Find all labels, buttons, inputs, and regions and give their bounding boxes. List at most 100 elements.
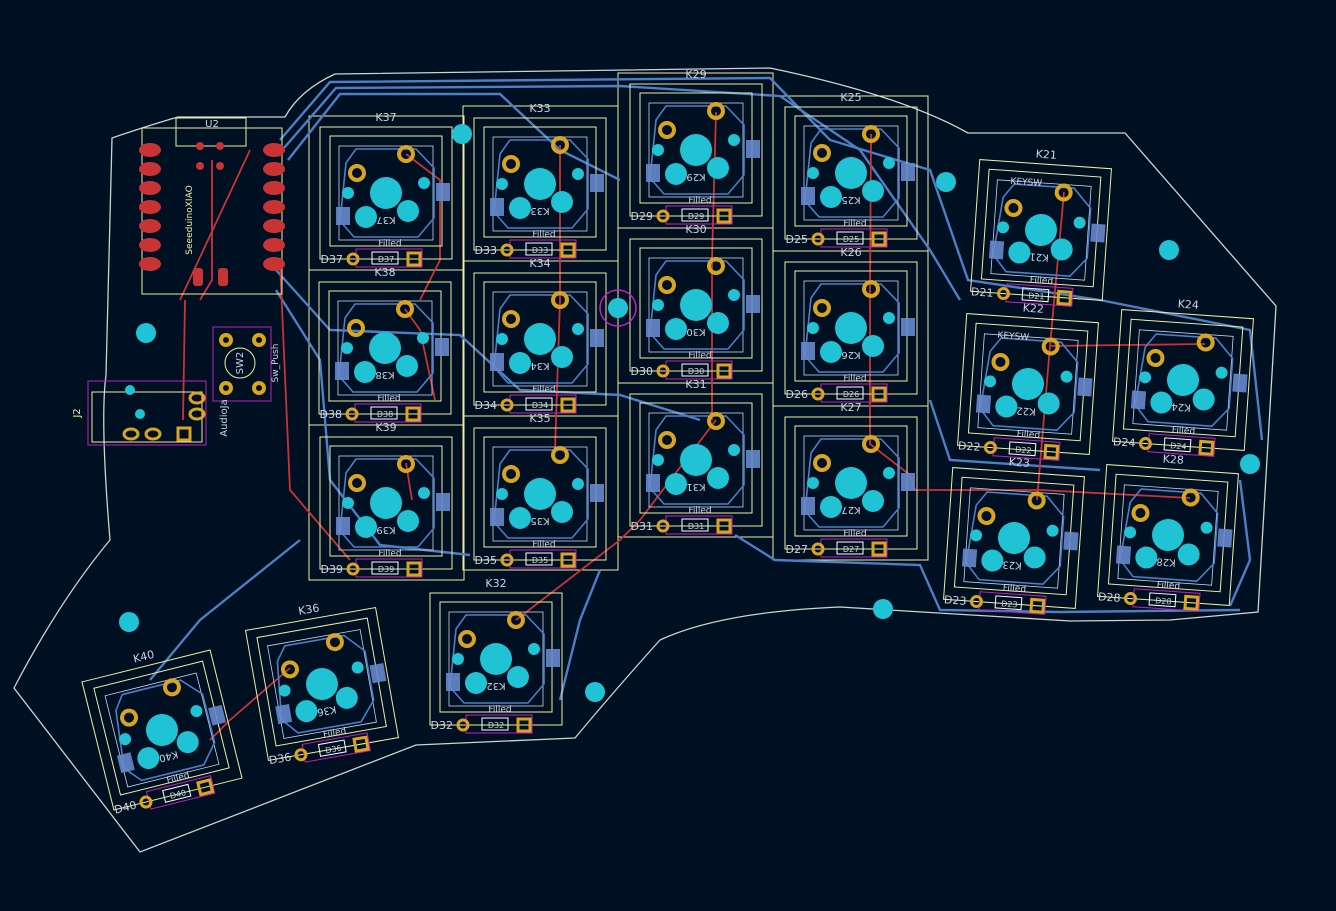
diode-pad-k[interactable] — [500, 553, 514, 567]
hotswap-pad-2[interactable] — [208, 704, 227, 726]
switch-pad-2[interactable] — [162, 678, 181, 697]
diode-d27[interactable]: D27 D27 Filled — [786, 529, 888, 558]
diode-pad-k[interactable] — [500, 398, 514, 412]
switch-pad-2[interactable] — [397, 145, 415, 163]
diode-pad-a[interactable] — [871, 386, 887, 402]
switch-k28[interactable]: K28 K28 D28 D28 Filled — [1097, 449, 1240, 614]
switch-pad-2[interactable] — [1181, 488, 1200, 507]
diode-pad-a[interactable] — [405, 406, 421, 422]
diode-pad-a[interactable] — [352, 735, 370, 753]
hotswap-pad-2[interactable] — [436, 493, 450, 511]
diode-pad-k[interactable] — [345, 407, 359, 421]
hotswap-pad-1[interactable] — [801, 497, 815, 515]
diode-pad-k[interactable] — [139, 795, 153, 809]
diode-d39[interactable]: D39 D39 Filled — [321, 549, 423, 578]
audio-jack-footprint[interactable]: J2 AudioJa — [72, 380, 230, 446]
diode-pad-k[interactable] — [656, 364, 670, 378]
switch-pad-2[interactable] — [551, 136, 569, 154]
switch-pad-1[interactable] — [347, 319, 365, 337]
hotswap-pad-2[interactable] — [1232, 373, 1248, 393]
switch-pad-2[interactable] — [396, 300, 414, 318]
hotswap-pad-1[interactable] — [446, 673, 460, 691]
switch-k31[interactable]: K31 K31 D31 D31 Filled — [629, 378, 763, 535]
diode-pad-a[interactable] — [871, 541, 887, 557]
switch-k35[interactable]: K35 K35 D35 D35 Filled — [473, 412, 607, 569]
hotswap-pad-2[interactable] — [1217, 528, 1233, 548]
switch-pad-1[interactable] — [813, 144, 831, 162]
hotswap-pad-1[interactable] — [646, 474, 660, 492]
switch-pad-1[interactable] — [1131, 504, 1150, 523]
diode-pad-k[interactable] — [456, 718, 470, 732]
switch-pad-2[interactable] — [1196, 333, 1215, 352]
hotswap-pad-1[interactable] — [801, 342, 815, 360]
diode-d24[interactable]: D24 D24 Filled — [1113, 421, 1216, 457]
diode-pad-k[interactable] — [1123, 592, 1137, 606]
hotswap-pad-2[interactable] — [901, 163, 915, 181]
switch-k38[interactable]: K38 K38 D38 D38 Filled — [318, 266, 452, 423]
diode-pad-a[interactable] — [1043, 443, 1060, 460]
switch-pad-1[interactable] — [1146, 349, 1165, 368]
switch-pad-2[interactable] — [507, 611, 525, 629]
diode-pad-k[interactable] — [811, 387, 825, 401]
hotswap-pad-2[interactable] — [901, 318, 915, 336]
switch-k32[interactable]: K32 K32 D32 D32 Filled — [429, 577, 563, 734]
hotswap-pad-2[interactable] — [901, 473, 915, 491]
hotswap-pad-1[interactable] — [801, 187, 815, 205]
switch-pad-2[interactable] — [551, 291, 569, 309]
diode-d22[interactable]: D22 D22 Filled — [958, 425, 1061, 461]
diode-pad-a[interactable] — [716, 208, 732, 224]
diode-pad-a[interactable] — [560, 397, 576, 413]
switch-k26[interactable]: K26 K26 D26 D26 Filled — [784, 246, 918, 403]
switch-pad-1[interactable] — [280, 660, 299, 679]
switch-pad-2[interactable] — [707, 102, 725, 120]
switch-pad-1[interactable] — [348, 164, 366, 182]
hotswap-pad-1[interactable] — [116, 752, 135, 774]
switch-pad-1[interactable] — [658, 276, 676, 294]
diode-d23[interactable]: D23 D23 Filled — [944, 579, 1047, 615]
hotswap-pad-2[interactable] — [436, 183, 450, 201]
hotswap-pad-2[interactable] — [746, 140, 760, 158]
switch-k27[interactable]: K27 K27 D27 D27 Filled — [784, 401, 918, 558]
diode-pad-a[interactable] — [516, 717, 532, 733]
hotswap-pad-1[interactable] — [961, 548, 978, 568]
switch-k25[interactable]: K25 K25 D25 D25 Filled — [784, 91, 918, 248]
diode-d21[interactable]: D21 D21 Filled — [971, 271, 1074, 307]
hotswap-pad-1[interactable] — [275, 704, 293, 725]
switch-pad-2[interactable] — [862, 435, 880, 453]
hotswap-pad-1[interactable] — [646, 319, 660, 337]
hotswap-pad-2[interactable] — [590, 329, 604, 347]
switch-pad-2[interactable] — [1054, 183, 1073, 202]
switch-k29[interactable]: K29 K29 D29 D29 Filled — [629, 68, 763, 225]
diode-d31[interactable]: D31 D31 Filled — [631, 506, 733, 535]
diode-pad-a[interactable] — [560, 242, 576, 258]
switch-pad-1[interactable] — [658, 431, 676, 449]
hotswap-pad-2[interactable] — [1090, 223, 1106, 243]
switch-k39[interactable]: K39 K39 D39 D39 Filled — [319, 421, 453, 578]
diode-d35[interactable]: D35 D35 Filled — [475, 540, 577, 569]
diode-pad-k[interactable] — [983, 441, 997, 455]
hotswap-pad-1[interactable] — [975, 394, 992, 414]
switch-k23[interactable]: K23 K23 D23 D23 Filled — [943, 452, 1086, 617]
switch-pad-2[interactable] — [862, 280, 880, 298]
switch-k21[interactable]: K21 K21 KEYSW D21 D21 Filled — [970, 144, 1113, 309]
diode-d30[interactable]: D30 D30 Filled — [631, 351, 733, 380]
switch-pad-1[interactable] — [813, 299, 831, 317]
diode-pad-a[interactable] — [1198, 439, 1215, 456]
hotswap-pad-2[interactable] — [746, 295, 760, 313]
hotswap-pad-1[interactable] — [490, 508, 504, 526]
diode-pad-a[interactable] — [560, 552, 576, 568]
diode-d32[interactable]: D32 D32 Filled — [431, 705, 533, 734]
diode-pad-a[interactable] — [871, 231, 887, 247]
diode-pad-k[interactable] — [346, 562, 360, 576]
switch-pad-1[interactable] — [458, 630, 476, 648]
hotswap-pad-2[interactable] — [369, 663, 387, 684]
diode-pad-k[interactable] — [996, 287, 1010, 301]
switch-k22[interactable]: K22 K22 KEYSW D22 D22 Filled — [957, 298, 1100, 463]
hotswap-pad-2[interactable] — [746, 450, 760, 468]
diode-pad-a[interactable] — [716, 363, 732, 379]
diode-d26[interactable]: D26 D26 Filled — [786, 374, 888, 403]
diode-d29[interactable]: D29 D29 Filled — [631, 196, 733, 225]
diode-d25[interactable]: D25 D25 Filled — [786, 219, 888, 248]
